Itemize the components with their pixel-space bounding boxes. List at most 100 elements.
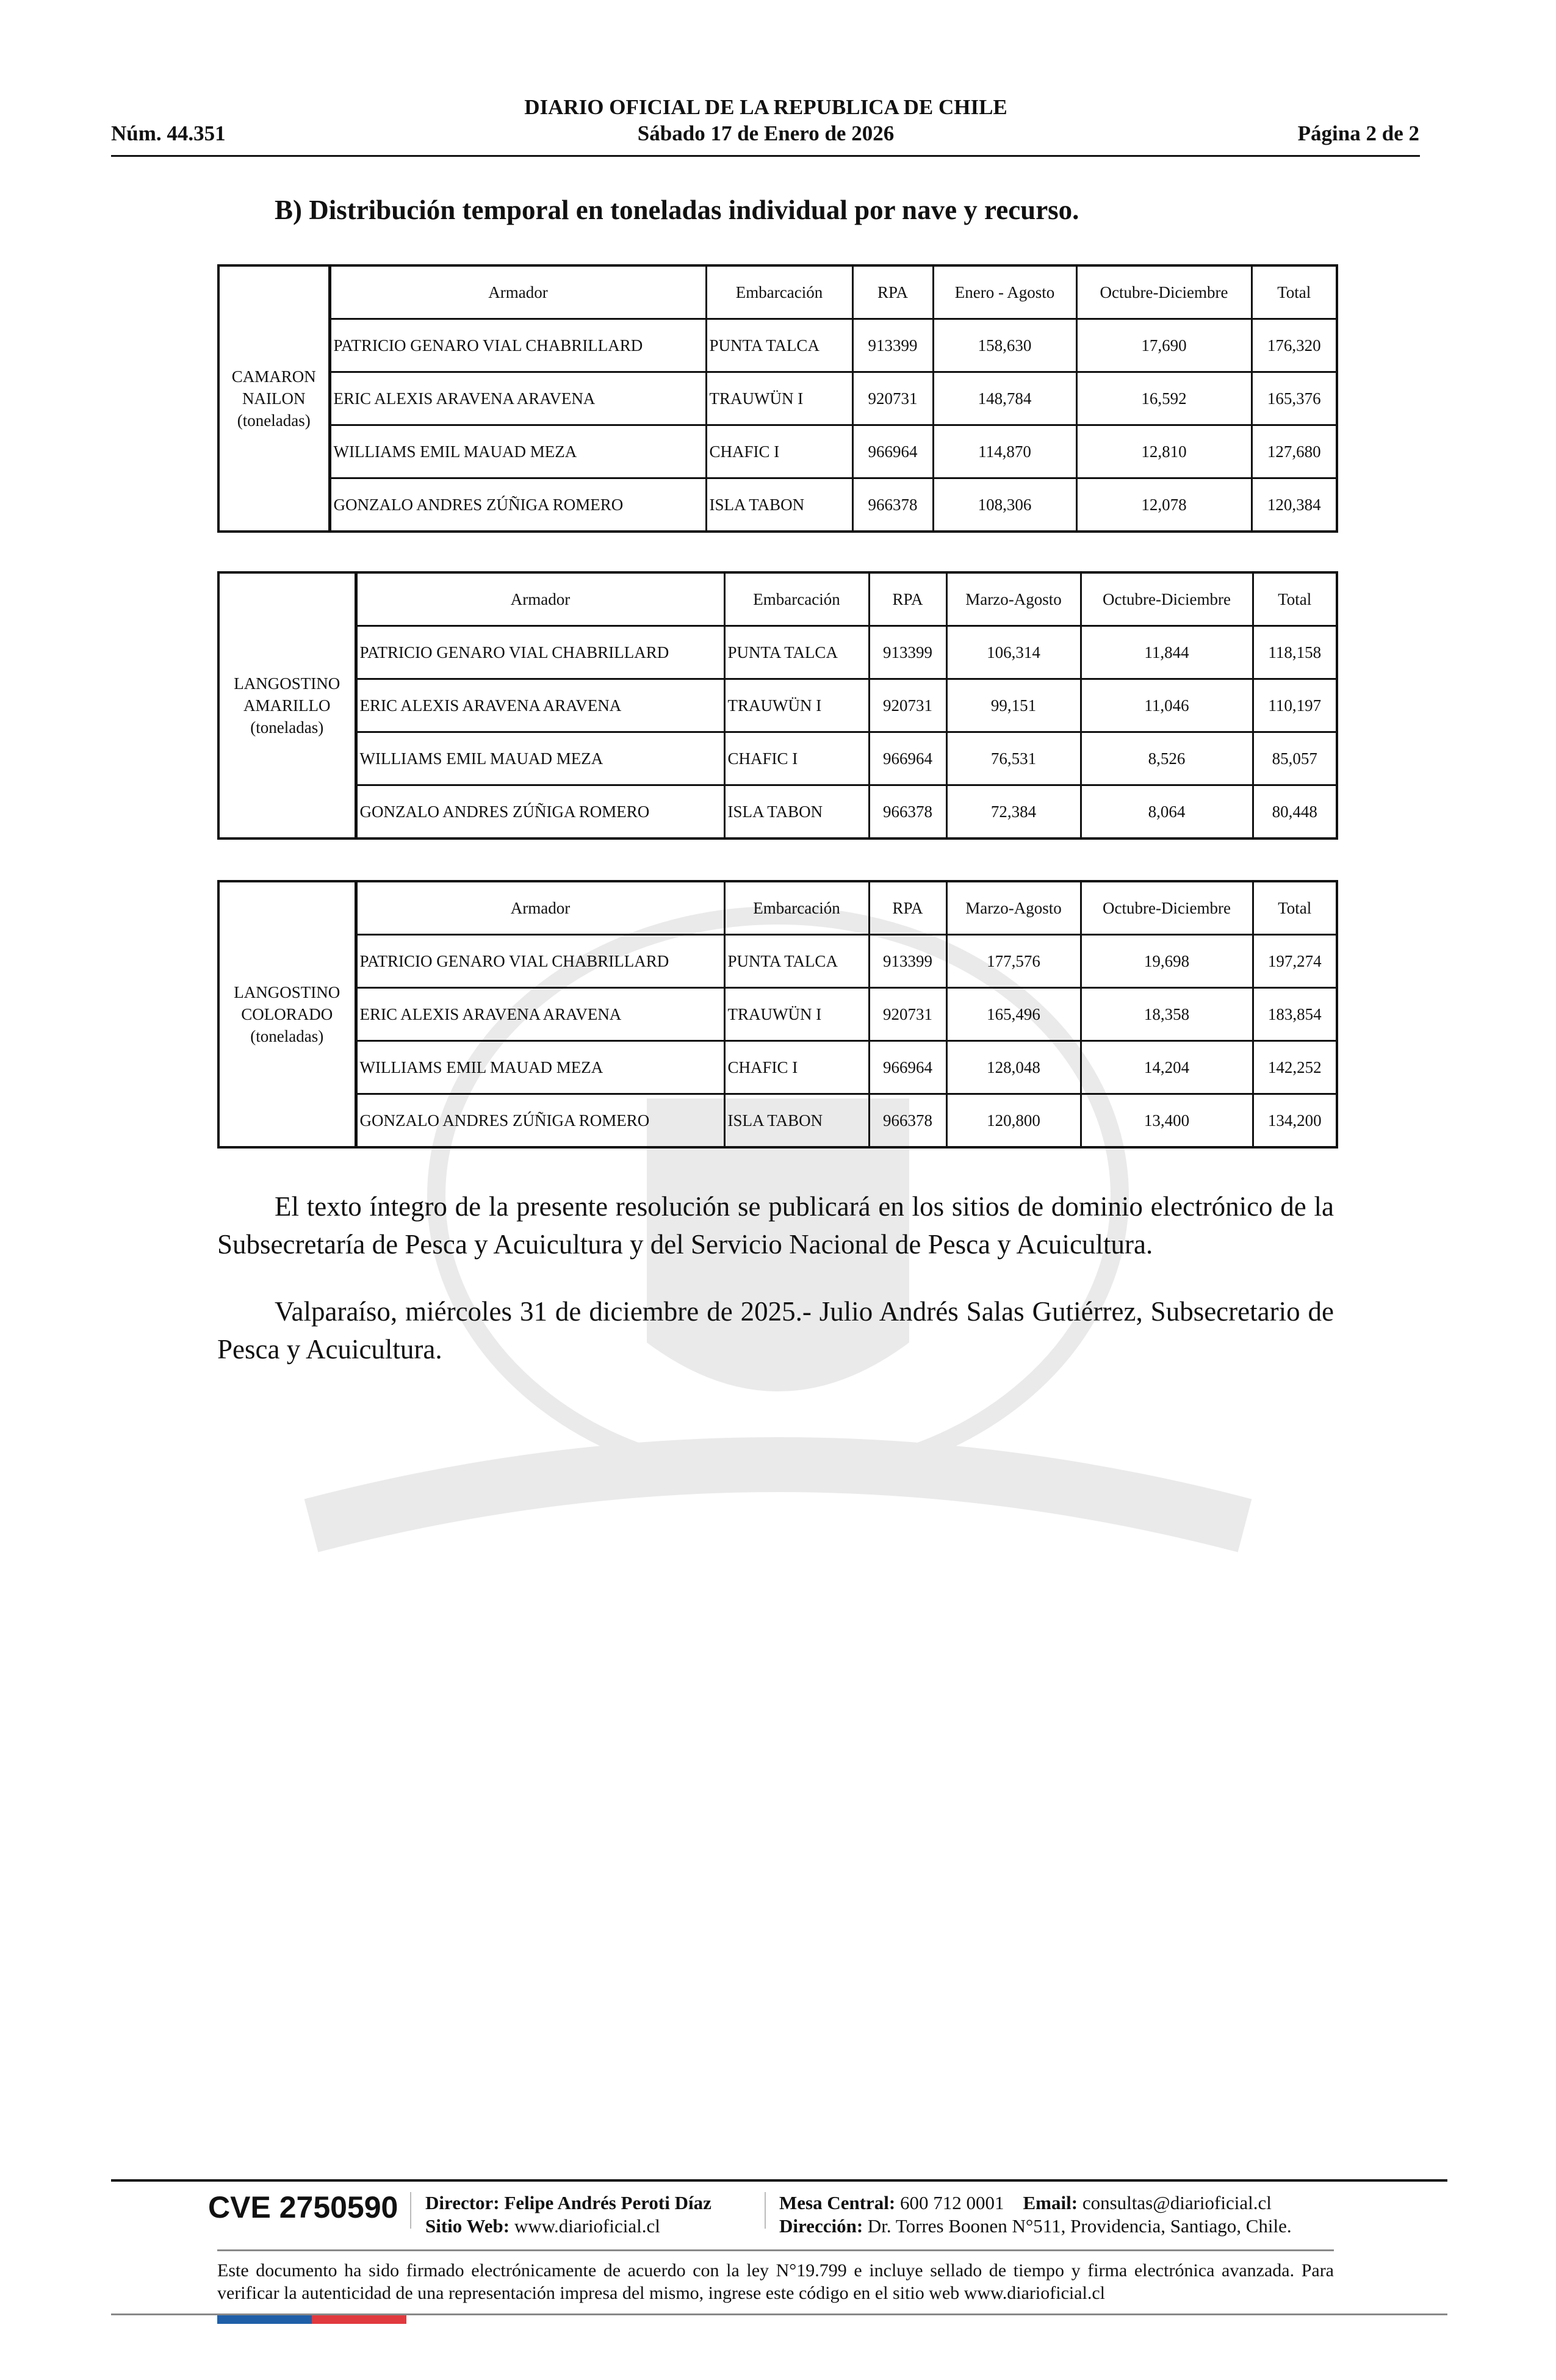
table-cell: 142,252 [1252,1040,1338,1095]
resource-label: LANGOSTINO COLORADO (toneladas) [217,880,358,1149]
column-header: Octubre-Diciembre [1075,264,1253,320]
table-cell: PUNTA TALCA [723,625,870,680]
table-cell: 110,197 [1252,678,1338,733]
column-header: Total [1252,880,1338,936]
email-label: Email: [1023,2192,1078,2213]
column-header: Embarcación [723,571,870,627]
column-header: Octubre-Diciembre [1079,571,1254,627]
resource-label-line: (toneladas) [250,1027,324,1045]
column-header: Marzo-Agosto [945,880,1082,936]
table-cell: 76,531 [945,731,1082,786]
table-cell: 12,810 [1075,424,1253,479]
table-cell: ERIC ALEXIS ARAVENA ARAVENA [355,987,726,1042]
coat-of-arms-watermark [304,906,1252,1552]
header-rule [111,155,1420,157]
table-row: GONZALO ANDRES ZÚÑIGA ROMERO ISLA TABON 96… [218,784,1338,840]
director-line: Director: Felipe Andrés Peroti Díaz Siti… [425,2191,711,2238]
allocation-table: LANGOSTINO AMARILLO (toneladas) Armador Emba… [217,571,1338,840]
table-cell: 913399 [868,625,948,680]
column-header: Total [1250,264,1338,320]
resource-label-line: LANGOSTINO [234,983,340,1001]
table-cell: 19,698 [1079,934,1254,989]
table-cell: TRAUWÜN I [705,371,854,426]
table-cell: 8,064 [1079,784,1254,840]
table-cell: 13,400 [1079,1093,1254,1149]
column-header: Armador [355,880,726,936]
table-header-row: LANGOSTINO AMARILLO (toneladas) Armador Emba… [217,571,1338,840]
table-row: ERIC ALEXIS ARAVENA ARAVENA TRAUWÜN I 9207… [218,678,1338,733]
table-cell: 197,274 [1252,934,1338,989]
table-cell: 920731 [851,371,934,426]
table-row: ERIC ALEXIS ARAVENA ARAVENA TRAUWÜN I 9207… [218,987,1338,1042]
publication-title: DIARIO OFICIAL DE LA REPUBLICA DE CHILE [524,95,1007,119]
column-header: Marzo-Agosto [945,571,1082,627]
table-cell: TRAUWÜN I [723,678,870,733]
table-cell: PUNTA TALCA [705,318,854,373]
table-cell: CHAFIC I [705,424,854,479]
allocation-table: CAMARON NAILON (toneladas) Armador Embarcaci… [217,264,1338,533]
table-cell: WILLIAMS EMIL MAUAD MEZA [355,1040,726,1095]
column-header: Armador [355,571,726,627]
table-row: GONZALO ANDRES ZÚÑIGA ROMERO ISLA TABON 96… [218,1093,1338,1149]
table-cell: 127,680 [1250,424,1338,479]
table-cell: 11,046 [1079,678,1254,733]
table-cell: 99,151 [945,678,1082,733]
column-header: Embarcación [723,880,870,936]
column-header: Enero - Agosto [932,264,1078,320]
table-cell: 114,870 [932,424,1078,479]
table-cell: PUNTA TALCA [723,934,870,989]
table-cell: ISLA TABON [705,477,854,533]
resource-label: LANGOSTINO AMARILLO (toneladas) [217,571,358,840]
email-link[interactable]: consultas@diarioficial.cl [1082,2192,1272,2213]
table-cell: PATRICIO GENARO VIAL CHABRILLARD [355,625,726,680]
table-cell: TRAUWÜN I [723,987,870,1042]
table-row: WILLIAMS EMIL MAUAD MEZA CHAFIC I 966964 76… [218,731,1338,786]
resource-label: CAMARON NAILON (toneladas) [217,264,331,533]
flag-bar-red [312,2315,406,2324]
table-cell: GONZALO ANDRES ZÚÑIGA ROMERO [328,477,707,533]
footer-bottom-rule [111,2313,1447,2315]
section-heading: B) Distribución temporal en toneladas in… [275,195,1079,225]
table-cell: 108,306 [932,477,1078,533]
resource-label-line: NAILON [242,389,306,408]
column-header: Total [1252,571,1338,627]
resource-label-line: (toneladas) [237,411,311,430]
table-cell: 165,376 [1250,371,1338,426]
resource-label-line: AMARILLO [243,696,331,715]
cve-code: CVE 2750590 [208,2190,398,2224]
table-cell: 12,078 [1075,477,1253,533]
table-cell: 16,592 [1075,371,1253,426]
table-cell: 72,384 [945,784,1082,840]
table-cell: 14,204 [1079,1040,1254,1095]
phone-value: 600 712 0001 [900,2192,1004,2213]
web-link[interactable]: www.diarioficial.cl [514,2215,660,2237]
publication-notice-paragraph: El texto íntegro de la presente resoluci… [217,1191,1334,1260]
table-cell: 183,854 [1252,987,1338,1042]
allocation-table: LANGOSTINO COLORADO (toneladas) Armador Emba… [217,880,1338,1149]
table-cell: 966378 [851,477,934,533]
director-name: Felipe Andrés Peroti Díaz [504,2192,711,2213]
table-cell: WILLIAMS EMIL MAUAD MEZA [328,424,707,479]
table-row: WILLIAMS EMIL MAUAD MEZA CHAFIC I 966964 11… [218,424,1338,479]
signature-paragraph: Valparaíso, miércoles 31 de diciembre de… [217,1296,1334,1365]
table-cell: 920731 [868,678,948,733]
issue-number: Núm. 44.351 [111,121,226,145]
table-cell: 966378 [868,784,948,840]
footer-separator [410,2192,411,2229]
table-cell: GONZALO ANDRES ZÚÑIGA ROMERO [355,1093,726,1149]
table-cell: 966378 [868,1093,948,1149]
footer-middle-rule [217,2249,1334,2251]
table-cell: 106,314 [945,625,1082,680]
web-label: Sitio Web: [425,2215,510,2237]
table-cell: CHAFIC I [723,731,870,786]
table-row: PATRICIO GENARO VIAL CHABRILLARD PUNTA TA… [218,318,1338,373]
footer-top-rule [111,2179,1447,2182]
table-cell: 11,844 [1079,625,1254,680]
table-cell: PATRICIO GENARO VIAL CHABRILLARD [355,934,726,989]
table-row: ERIC ALEXIS ARAVENA ARAVENA TRAUWÜN I 9207… [218,371,1338,426]
table-cell: CHAFIC I [723,1040,870,1095]
address-label: Dirección: [779,2215,863,2237]
page-indicator: Página 2 de 2 [1297,121,1419,145]
resource-label-line: COLORADO [241,1005,333,1023]
column-header: RPA [868,880,948,936]
